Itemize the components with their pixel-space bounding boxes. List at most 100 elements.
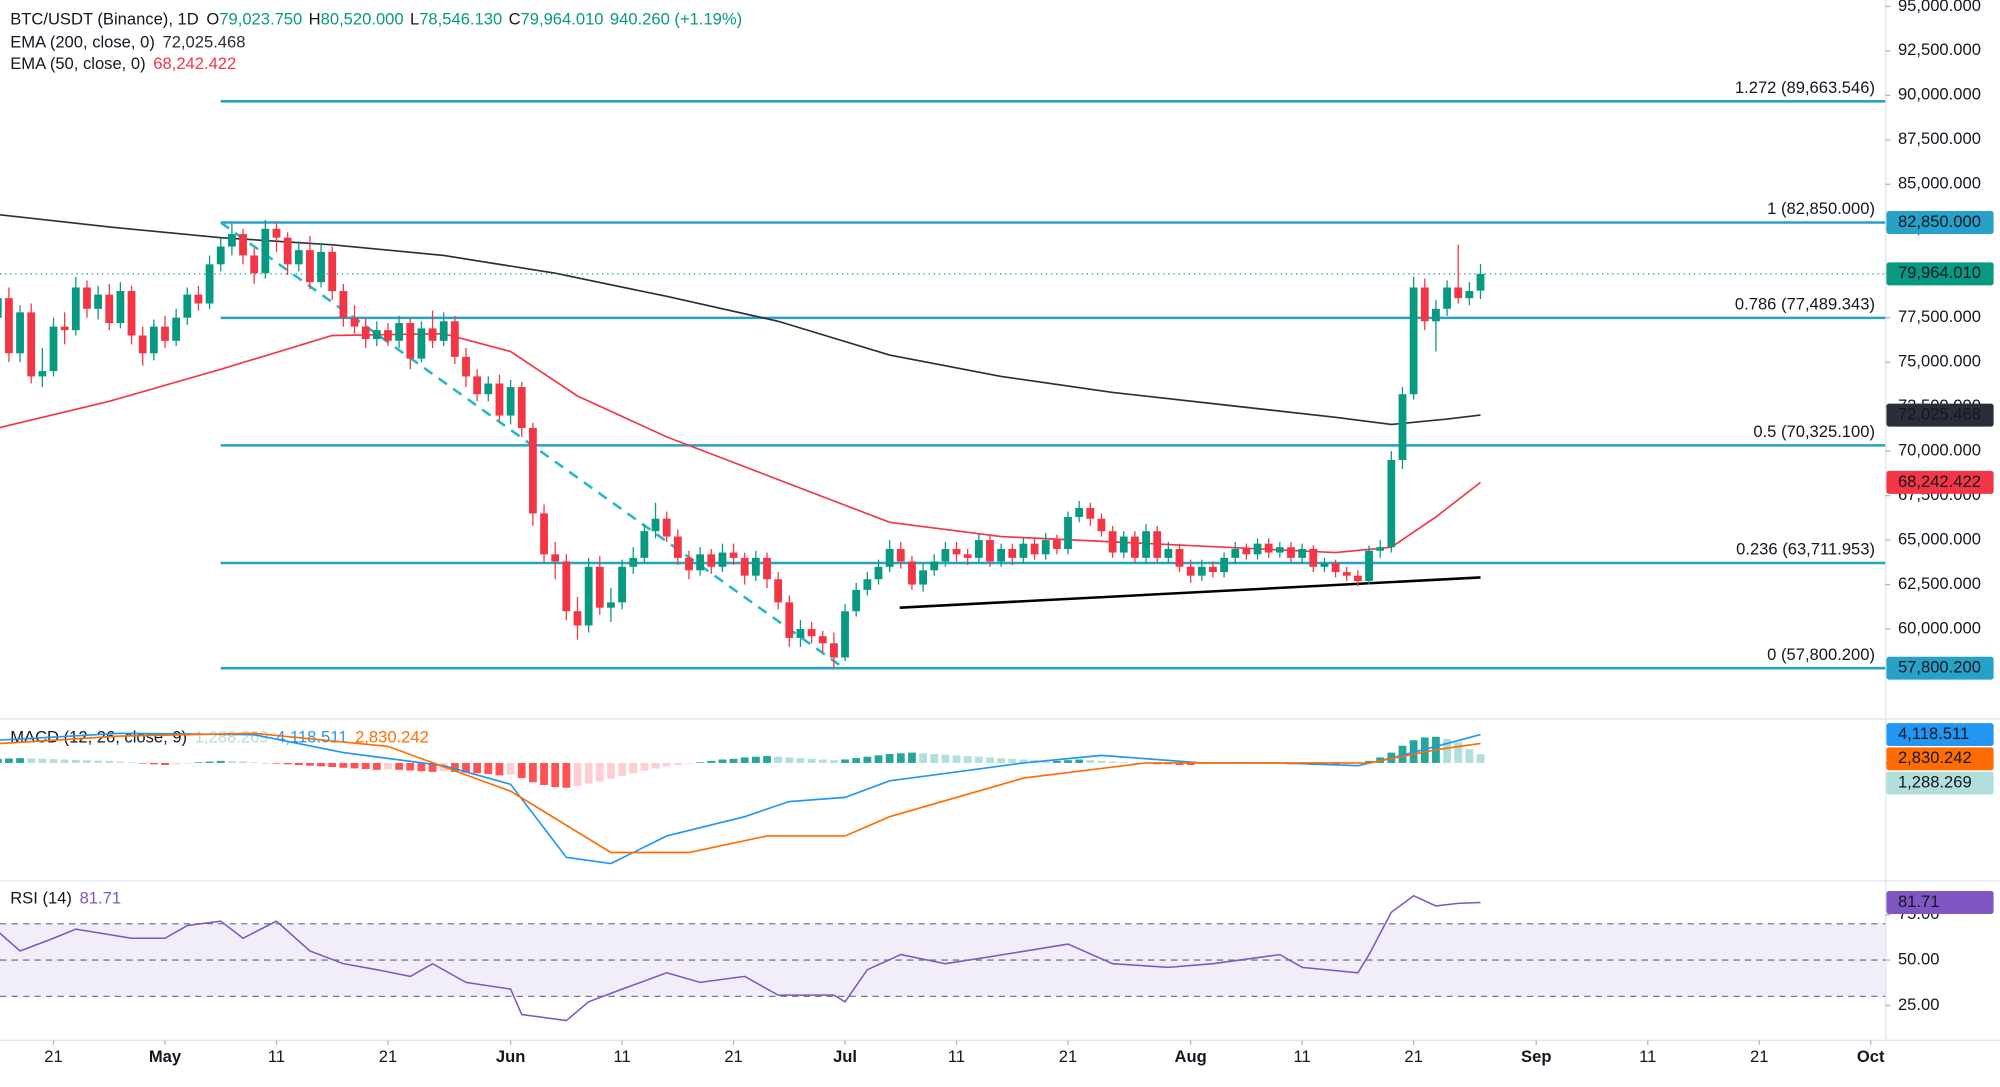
candle-body <box>885 548 894 567</box>
x-tick-label: 21 <box>724 1047 742 1066</box>
candle-body <box>1119 536 1128 553</box>
candle-body <box>450 321 459 357</box>
candle-body <box>1331 563 1340 573</box>
y-tick-label: 95,000.000 <box>1898 0 1981 15</box>
candle-body <box>1298 548 1307 558</box>
candle-body <box>830 643 838 658</box>
candle-body <box>1052 540 1061 549</box>
macd-histogram-bar <box>841 759 849 763</box>
macd-histogram-bar <box>807 758 816 763</box>
macd-histogram-bar <box>919 753 927 763</box>
price-badge <box>1886 747 1994 771</box>
macd-histogram-bar <box>952 755 961 763</box>
candle-body <box>183 294 192 318</box>
candle-body <box>1443 287 1451 309</box>
macd-histogram-bar <box>562 762 571 788</box>
candle-body <box>685 557 693 571</box>
candle-body <box>1432 308 1440 322</box>
candle-body <box>1309 548 1318 567</box>
candle-body <box>149 326 158 354</box>
macd-histogram-bar <box>1108 761 1117 763</box>
candle-body <box>1008 548 1017 558</box>
candle-body <box>361 326 370 340</box>
indicator-name: EMA (50, close, 0) <box>10 54 145 73</box>
macd-histogram-bar <box>685 762 693 764</box>
ohlc-key: L <box>410 10 419 29</box>
macd-histogram-bar <box>729 758 738 763</box>
indicator-name: RSI (14) <box>10 889 72 908</box>
indicator-value: 2,830.242 <box>355 728 429 747</box>
candle-body <box>1086 508 1095 519</box>
macd-histogram-bar <box>1443 738 1451 763</box>
price-badge-label: 72,025.468 <box>1898 404 1981 423</box>
candle-body <box>473 376 482 395</box>
macd-histogram-bar <box>484 762 493 774</box>
candle-body <box>1476 273 1485 291</box>
fib-label: 1.272 (89,663.546) <box>1735 78 1875 97</box>
macd-histogram-bar <box>974 756 983 763</box>
macd-histogram-bar <box>1365 760 1373 763</box>
candle-body <box>573 611 582 626</box>
candle-body <box>395 323 404 341</box>
macd-histogram-bar <box>1175 762 1184 766</box>
macd-histogram-bar <box>517 762 526 779</box>
candle-body <box>94 294 103 309</box>
macd-histogram-bar <box>540 762 548 785</box>
candle-body <box>83 287 91 309</box>
macd-histogram-bar <box>350 762 359 769</box>
indicator-value: 68,242.422 <box>153 54 236 73</box>
candle-body <box>1454 287 1463 299</box>
x-tick-label: Oct <box>1857 1047 1885 1066</box>
macd-line <box>0 732 1481 865</box>
candle-body <box>852 589 861 612</box>
macd-histogram-bar <box>116 761 125 763</box>
candle-body <box>751 557 760 576</box>
ema-line <box>0 332 1482 554</box>
macd-histogram-bar <box>0 758 2 763</box>
fib-label: 0.786 (77,489.343) <box>1735 295 1875 314</box>
macd-histogram-bar <box>584 762 593 784</box>
macd-histogram-bar <box>908 752 916 763</box>
candle-body <box>49 326 58 372</box>
x-tick-label: 21 <box>1404 1047 1422 1066</box>
macd-histogram-bar <box>428 762 437 772</box>
candle-body <box>1287 547 1295 558</box>
macd-histogram-bar <box>1086 760 1095 763</box>
candle-body <box>161 326 169 341</box>
candle-body <box>1041 540 1050 555</box>
candle-body <box>963 554 972 558</box>
macd-histogram-bar <box>1041 760 1050 763</box>
macd-histogram-bar <box>863 756 872 763</box>
candle-body <box>27 312 36 377</box>
y-tick-label: 65,000.000 <box>1898 529 1981 548</box>
candle-body <box>952 548 961 555</box>
candle-body <box>874 566 883 580</box>
x-tick-label: May <box>149 1047 182 1066</box>
candle-body <box>941 548 950 562</box>
macd-histogram-bar <box>751 756 760 763</box>
macd-histogram-bar <box>707 760 716 763</box>
macd-histogram-bar <box>283 762 292 765</box>
y-tick-label: 25.00 <box>1898 995 1939 1014</box>
candle-body <box>551 554 560 562</box>
y-tick-label: 92,500.000 <box>1898 40 1981 59</box>
candle-body <box>417 328 426 359</box>
y-tick-label: 60,000.000 <box>1898 618 1981 637</box>
macd-histogram-bar <box>963 756 972 763</box>
macd-histogram-bar <box>5 758 13 763</box>
macd-histogram-bar <box>640 762 649 771</box>
price-badge <box>1886 723 1994 747</box>
candle-body <box>1387 460 1396 548</box>
indicator-value: 1,288.269 <box>195 728 269 747</box>
candle-body <box>607 602 615 608</box>
candle-body <box>774 579 783 603</box>
rsi-legend: RSI (14) 81.71 <box>10 889 121 908</box>
macd-histogram-bar <box>1052 760 1061 763</box>
candle-body <box>294 250 303 265</box>
candle-body <box>5 298 13 354</box>
candle-body <box>740 557 749 576</box>
macd-histogram-bar <box>930 753 939 763</box>
macd-histogram-bar <box>328 762 337 768</box>
candle-body <box>662 518 671 537</box>
change-value: 940.260 (+1.19%) <box>610 10 742 29</box>
